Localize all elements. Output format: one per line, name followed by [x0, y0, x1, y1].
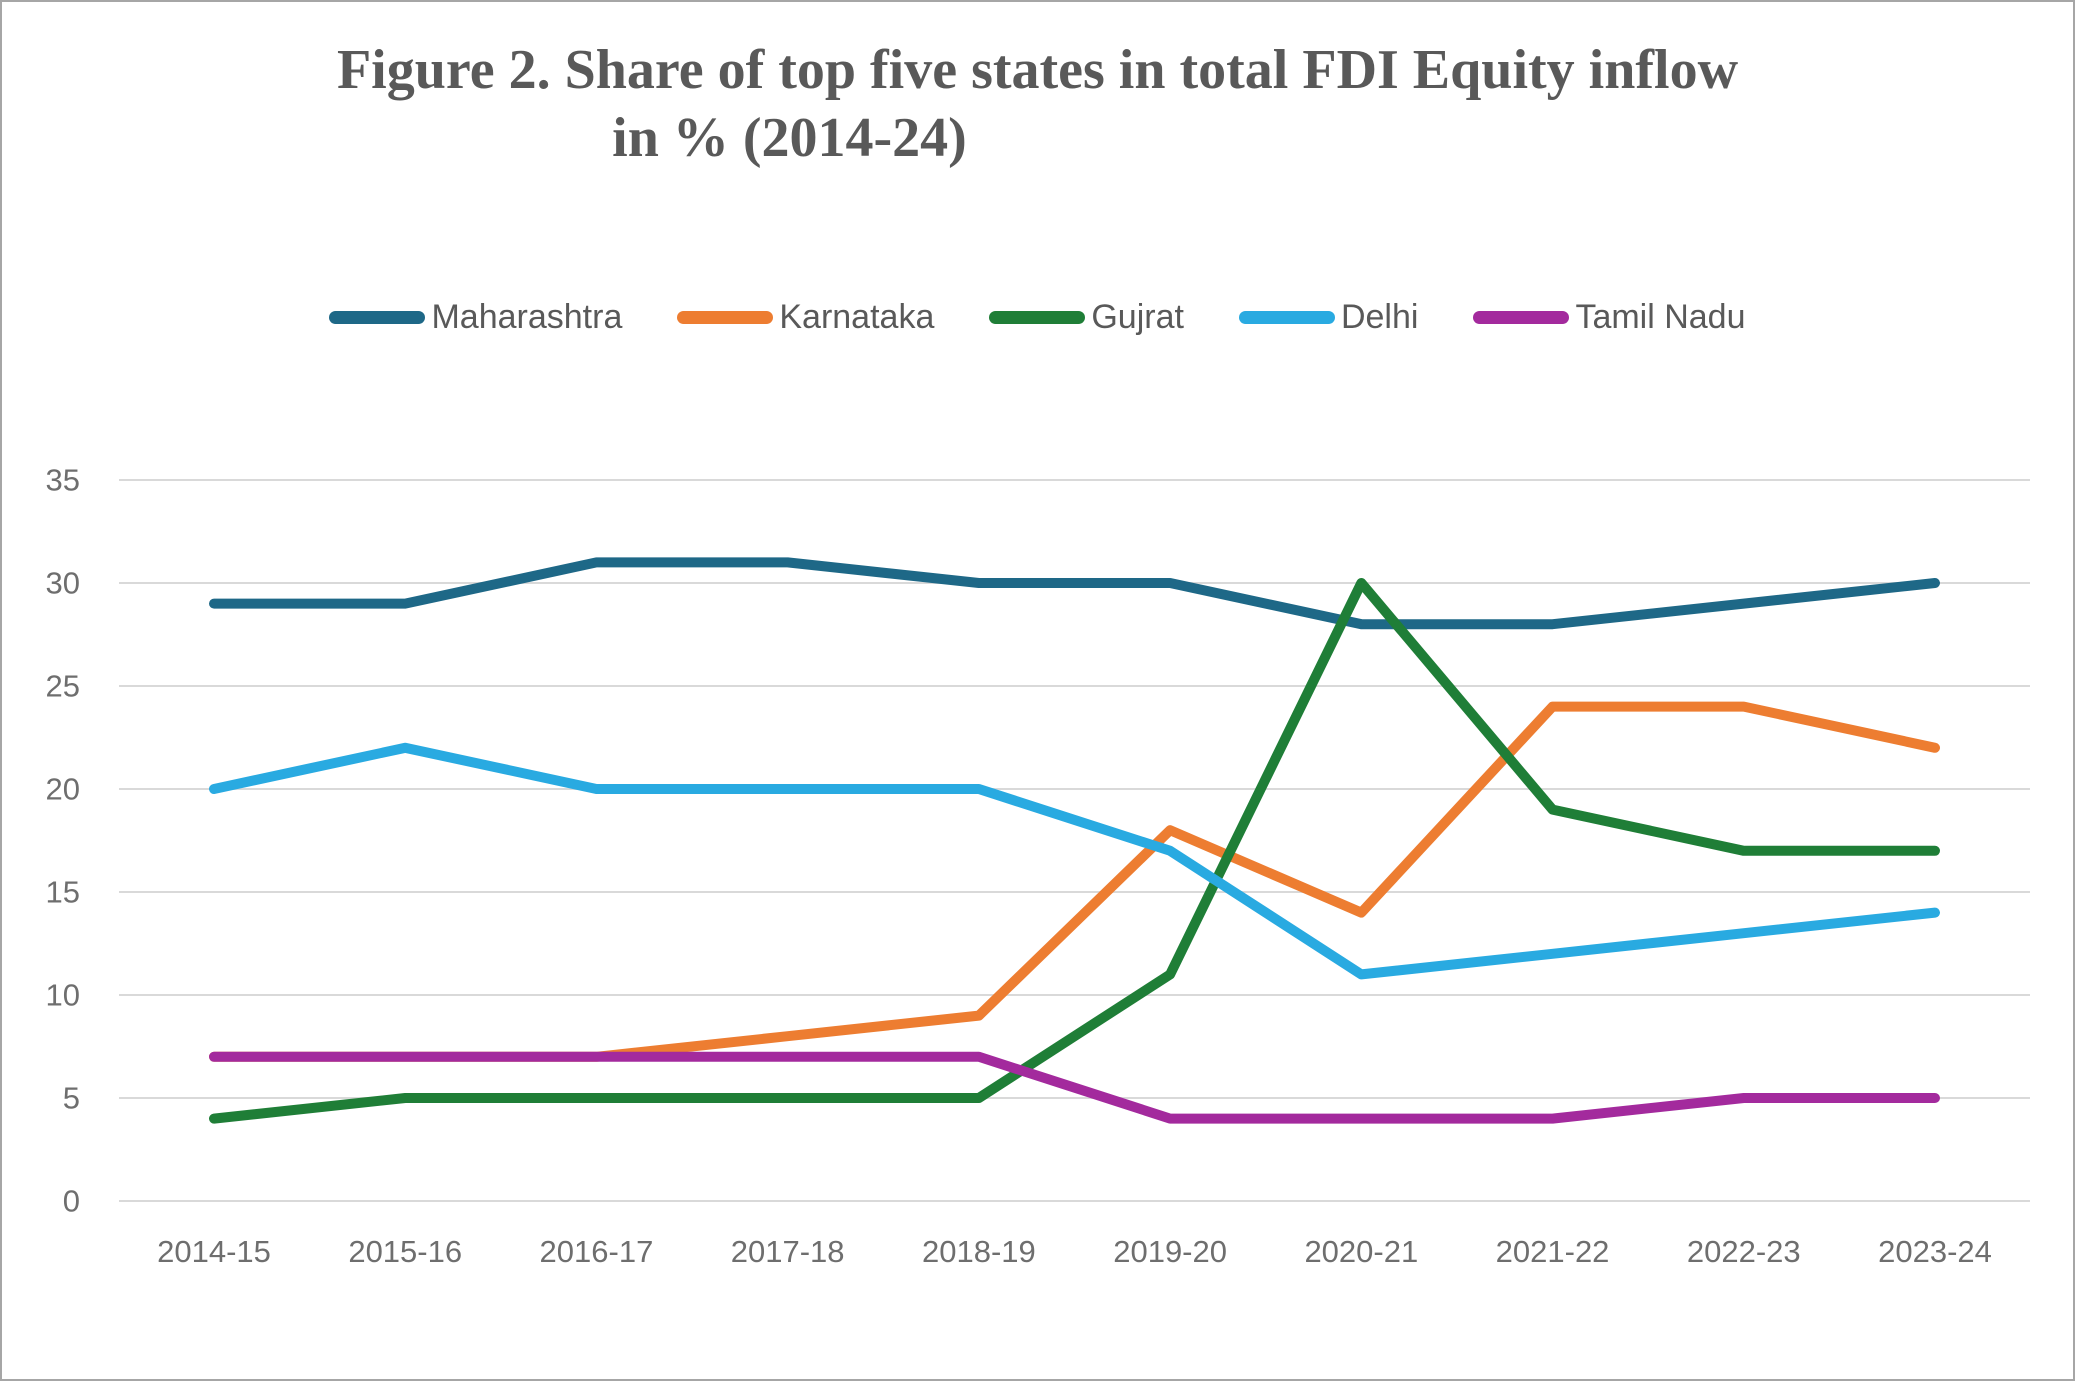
- x-tick-label-2015-16: 2015-16: [348, 1234, 462, 1269]
- x-tick-label-2018-19: 2018-19: [922, 1234, 1036, 1269]
- legend-swatch-karnataka: [677, 311, 774, 324]
- series-line-gujrat: [209, 578, 1940, 1124]
- legend-label-maharashtra: Maharashtra: [431, 298, 623, 336]
- y-tick-label-15: 15: [46, 875, 80, 910]
- legend-item-tamil-nadu: Tamil Nadu: [1473, 298, 1746, 337]
- legend-label-tamil-nadu: Tamil Nadu: [1575, 298, 1746, 336]
- legend-swatch-maharashtra: [329, 311, 426, 324]
- x-tick-label-2022-23: 2022-23: [1687, 1234, 1801, 1269]
- legend-item-maharashtra: Maharashtra: [329, 298, 622, 337]
- legend-swatch-delhi: [1238, 311, 1335, 324]
- legend-swatch-gujrat: [989, 311, 1086, 324]
- legend-item-gujrat: Gujrat: [989, 298, 1184, 337]
- legend-swatch-tamil-nadu: [1473, 311, 1570, 324]
- chart-title-line2: in % (2014-24): [612, 107, 967, 169]
- legend-item-delhi: Delhi: [1238, 298, 1419, 337]
- y-tick-label-35: 35: [46, 463, 80, 498]
- x-tick-label-2021-22: 2021-22: [1496, 1234, 1610, 1269]
- x-tick-label-2017-18: 2017-18: [731, 1234, 845, 1269]
- legend-label-karnataka: Karnataka: [779, 298, 935, 336]
- x-tick-label-2014-15: 2014-15: [157, 1234, 271, 1269]
- chart-title-line1: Figure 2. Share of top five states in to…: [336, 39, 1739, 101]
- y-tick-label-5: 5: [63, 1081, 80, 1116]
- legend-label-delhi: Delhi: [1340, 298, 1419, 336]
- y-tick-label-20: 20: [46, 772, 80, 807]
- x-tick-label-2016-17: 2016-17: [540, 1234, 654, 1269]
- chart-title: Figure 2. Share of top five states in to…: [2, 36, 2073, 172]
- y-tick-label-10: 10: [46, 978, 80, 1013]
- y-tick-label-25: 25: [46, 669, 80, 704]
- x-tick-label-2020-21: 2020-21: [1304, 1234, 1418, 1269]
- x-tick-label-2023-24: 2023-24: [1878, 1234, 1992, 1269]
- legend-label-gujrat: Gujrat: [1091, 298, 1184, 336]
- series-line-maharashtra: [209, 557, 1940, 630]
- series-line-delhi: [209, 742, 1940, 980]
- legend-item-karnataka: Karnataka: [677, 298, 934, 337]
- legend: Maharashtra Karnataka Gujrat Delhi Tamil Nad…: [2, 298, 2073, 337]
- y-tick-label-0: 0: [63, 1184, 80, 1219]
- x-tick-label-2019-20: 2019-20: [1113, 1234, 1227, 1269]
- series-line-tamil-nadu: [209, 1051, 1940, 1124]
- y-tick-label-30: 30: [46, 566, 80, 601]
